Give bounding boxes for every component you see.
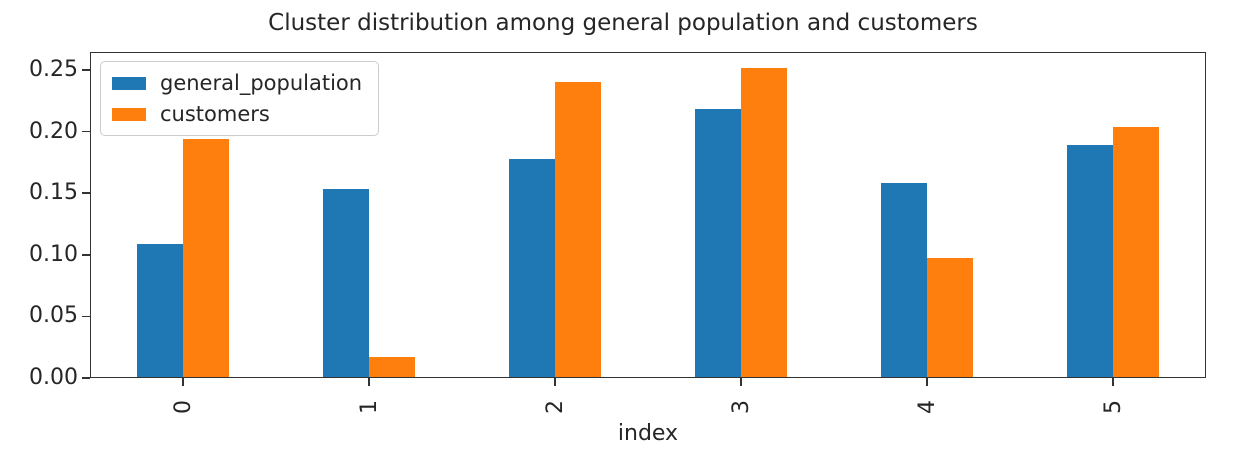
x-tick-label: 5 [1100, 400, 1126, 414]
x-tick-label: 3 [728, 400, 754, 414]
legend-swatch-general-population [112, 76, 146, 90]
bar-customers-5 [1113, 126, 1159, 378]
bar-customers-2 [555, 82, 601, 378]
legend-item-general-population: general_population [112, 71, 362, 95]
x-tick-mark [1112, 378, 1114, 386]
y-tick-label: 0.25 [29, 56, 78, 82]
x-tick-mark [368, 378, 370, 386]
y-tick-mark [82, 69, 90, 71]
x-tick-mark [926, 378, 928, 386]
y-tick-mark [82, 130, 90, 133]
legend-label-customers: customers [160, 102, 270, 126]
x-tick-mark [740, 378, 742, 386]
y-tick-label: 0.00 [29, 365, 78, 390]
x-tick-label: 4 [914, 400, 940, 414]
y-tick-mark [82, 315, 90, 318]
y-tick-label: 0.10 [29, 241, 78, 267]
bar-customers-4 [927, 258, 973, 378]
bar-general_population-1 [323, 189, 369, 378]
y-tick-mark [82, 377, 90, 379]
y-tick-label: 0.15 [29, 180, 78, 206]
y-tick-mark [82, 192, 90, 194]
bar-general_population-0 [137, 243, 183, 378]
bar-general_population-5 [1067, 145, 1113, 378]
y-tick-mark [82, 253, 90, 256]
legend-swatch-customers [112, 107, 146, 121]
bar-customers-0 [183, 138, 229, 378]
x-tick-mark [554, 378, 556, 386]
bar-general_population-3 [695, 109, 741, 378]
x-tick-mark [182, 378, 184, 386]
legend-label-general-population: general_population [160, 71, 363, 95]
bar-general_population-2 [509, 158, 555, 378]
legend-item-customers: customers [112, 102, 362, 126]
x-tick-label: 0 [170, 400, 196, 414]
legend: general_population customers [100, 61, 380, 136]
bar-general_population-4 [881, 183, 927, 378]
bar-customers-1 [369, 357, 415, 378]
x-axis-label: index [617, 421, 679, 446]
y-tick-label: 0.20 [29, 118, 78, 144]
x-tick-label: 1 [356, 400, 382, 414]
bar-customers-3 [741, 67, 787, 378]
y-tick-label: 0.05 [29, 303, 78, 329]
x-tick-label: 2 [542, 400, 568, 414]
chart-title: Cluster distribution among general popul… [268, 10, 978, 36]
